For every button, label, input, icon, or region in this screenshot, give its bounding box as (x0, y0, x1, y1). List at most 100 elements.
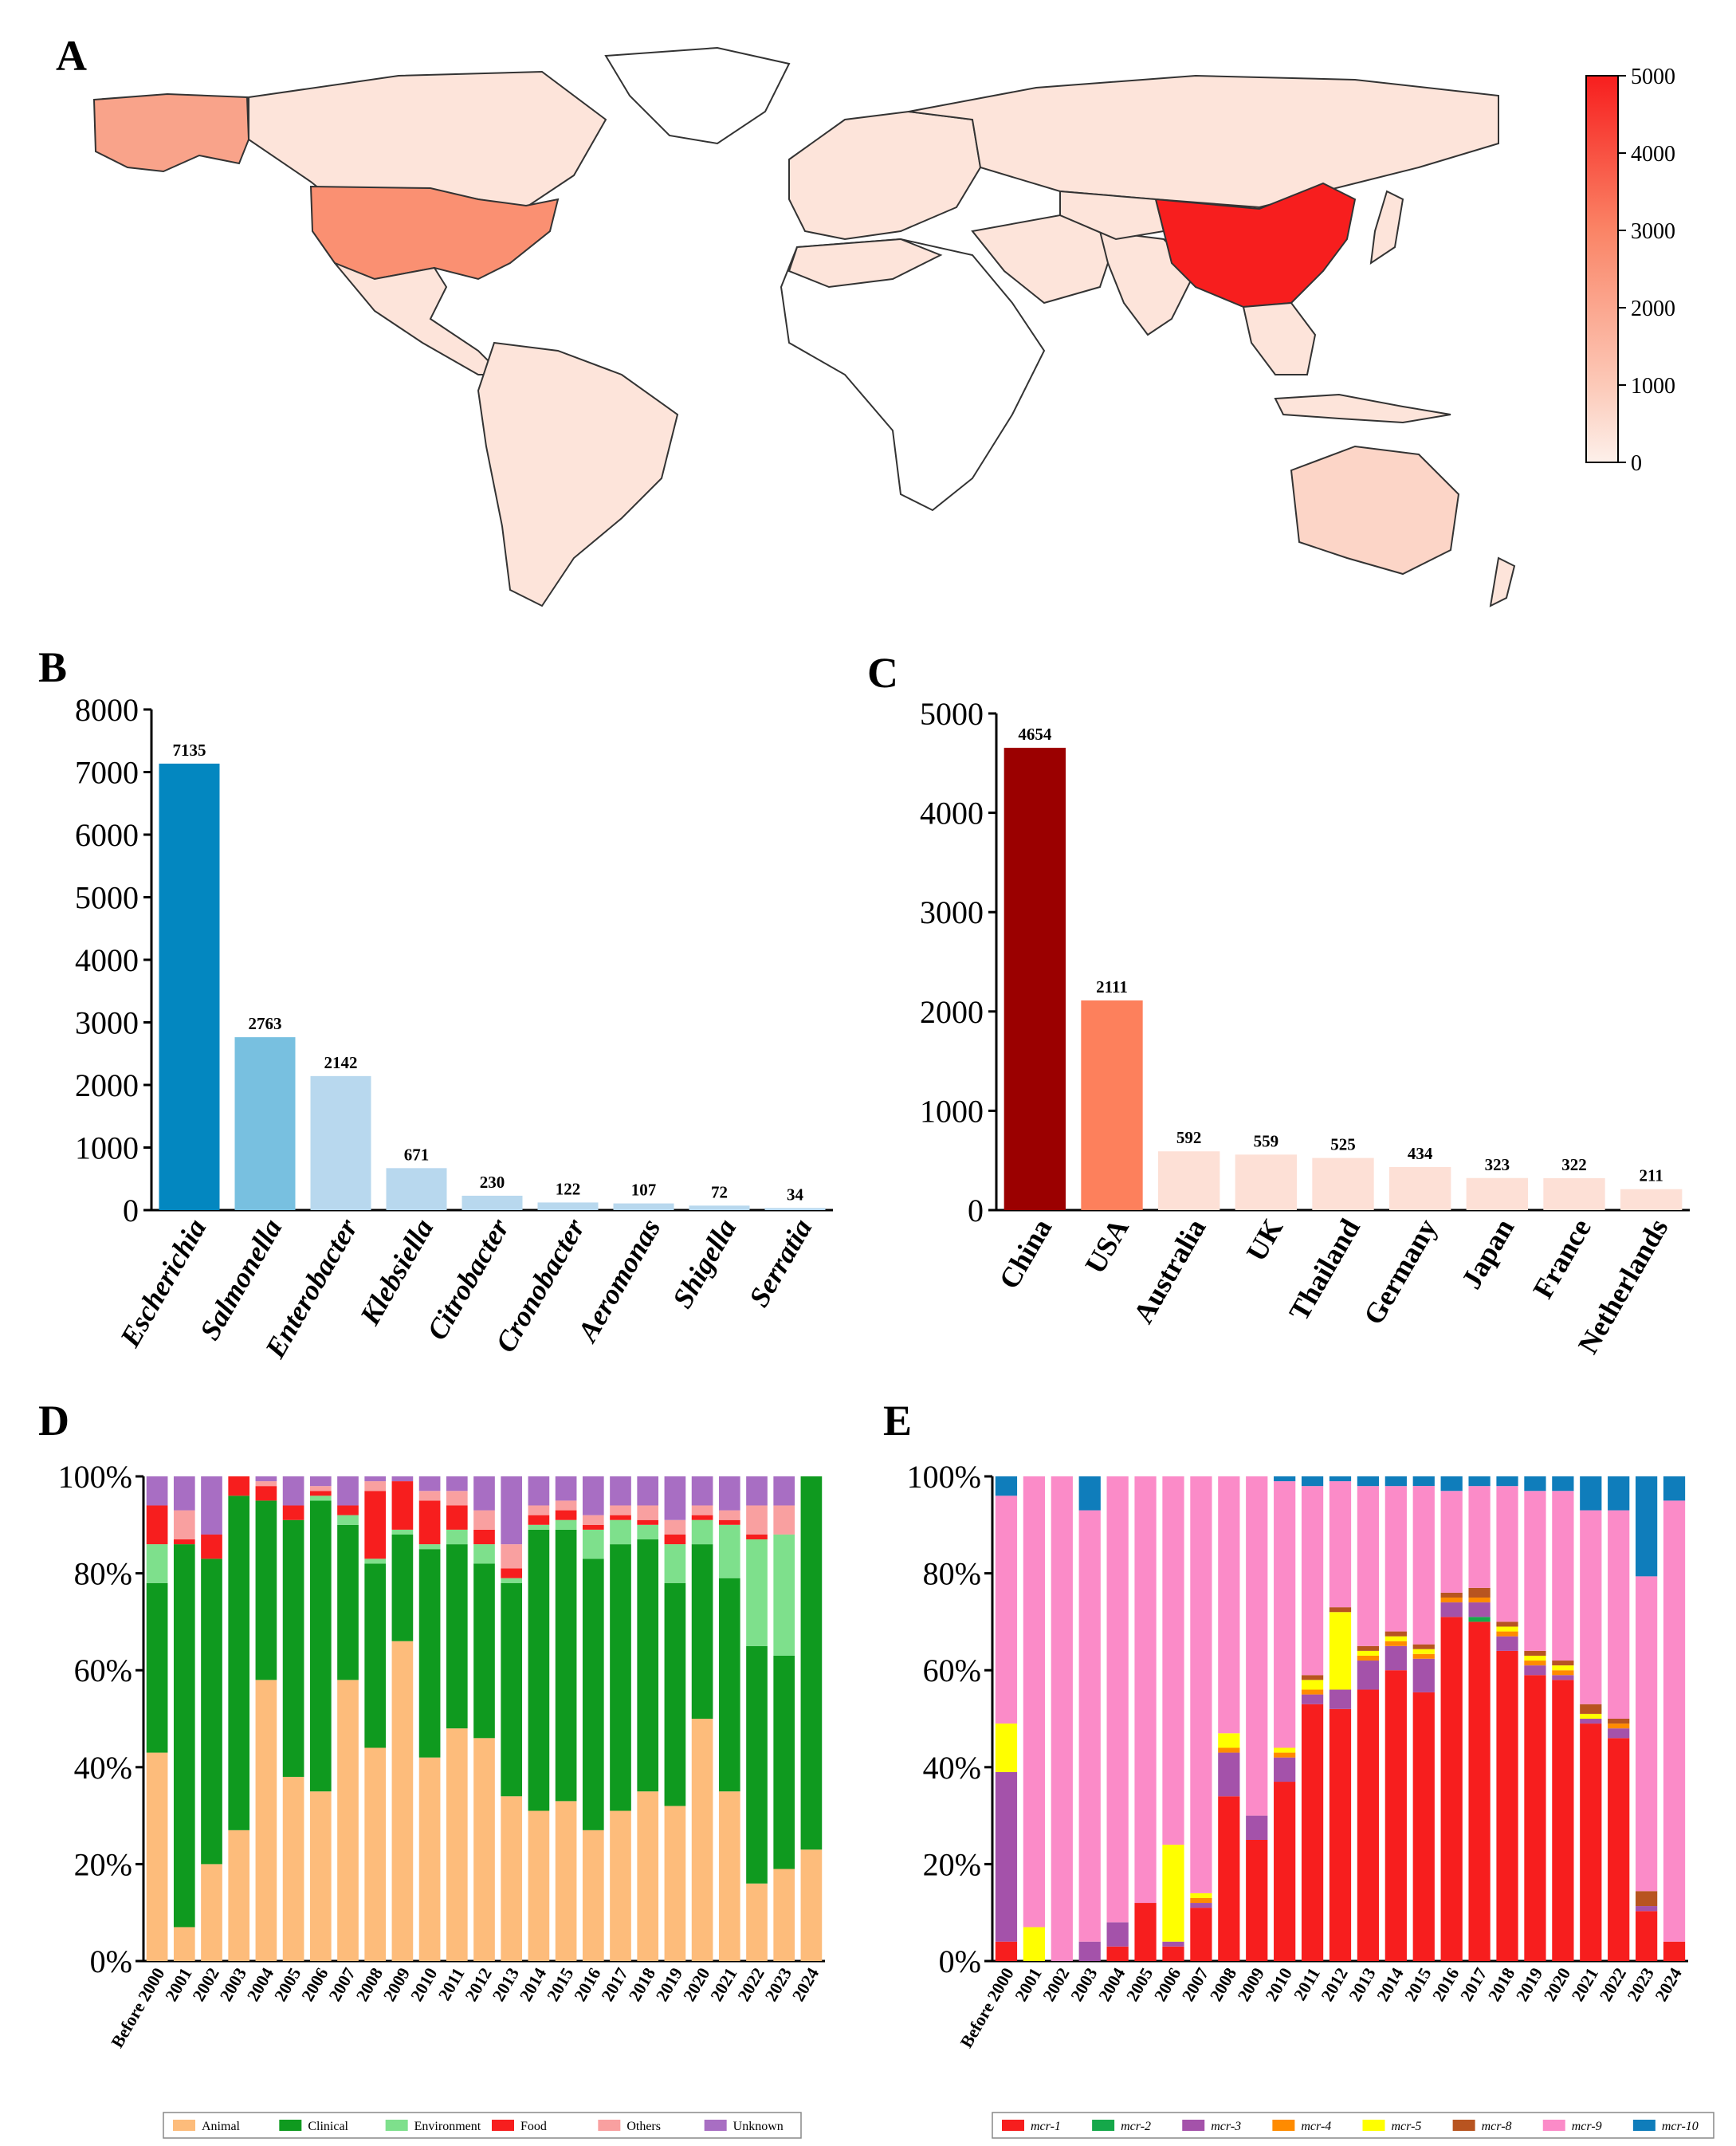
stacked-segment-environment (691, 1519, 713, 1545)
legend-label: mcr-10 (1662, 2120, 1699, 2133)
stacked-segment-unknown (201, 1476, 222, 1535)
stacked-segment-mcr-8 (1580, 1704, 1602, 1714)
y-tick-label: 100% (907, 1459, 981, 1495)
stacked-segment-food (637, 1519, 659, 1525)
stacked-segment-food (201, 1534, 222, 1559)
x-tick-label: 2013 (1345, 1964, 1380, 2005)
panel-letter-b: B (38, 643, 67, 691)
map-region-africa-north (787, 238, 943, 289)
stacked-segment-mcr-10 (1663, 1476, 1686, 1501)
stacked-segment-animal (691, 1719, 713, 1961)
stacked-segment-mcr-1 (1496, 1650, 1518, 1961)
stacked-segment-mcr-10 (1412, 1476, 1435, 1487)
stacked-segment-environment (664, 1544, 686, 1583)
stacked-segment-mcr-4 (1608, 1723, 1630, 1729)
y-tick-label: 100% (58, 1459, 132, 1495)
stacked-segment-mcr-4 (1412, 1653, 1435, 1659)
stacked-segment-mcr-5 (1162, 1845, 1184, 1942)
stacked-segment-others (773, 1505, 795, 1535)
stacked-segment-environment (773, 1534, 795, 1656)
stacked-segment-mcr-4 (1468, 1598, 1491, 1603)
x-tick-label: 2012 (461, 1964, 496, 2005)
stacked-segment-others (691, 1505, 713, 1515)
x-tick-label: 2002 (1039, 1964, 1074, 2005)
y-tick-label: 1000 (75, 1130, 139, 1166)
stacked-segment-unknown (255, 1476, 277, 1482)
legend-swatch (279, 2120, 302, 2131)
stacked-segment-mcr-9 (1552, 1491, 1574, 1661)
stacked-segment-environment (473, 1544, 495, 1564)
bar-value-label: 434 (1408, 1144, 1433, 1163)
stacked-segment-mcr-4 (1218, 1747, 1240, 1753)
x-tick-label: 2014 (516, 1964, 551, 2005)
stacked-segment-food (473, 1529, 495, 1545)
stacked-segment-unknown (528, 1476, 550, 1506)
map-region-canada (248, 70, 607, 209)
stacked-segment-mcr-4 (1384, 1641, 1407, 1646)
legend-swatch (173, 2120, 195, 2131)
stacked-segment-mcr-1 (1608, 1738, 1630, 1961)
legend-swatch (598, 2120, 621, 2131)
stacked-segment-clinical (391, 1534, 414, 1641)
stacked-segment-food (446, 1505, 468, 1530)
stacked-segment-clinical (173, 1544, 195, 1928)
stacked-segment-others (637, 1505, 659, 1520)
stacked-segment-food (364, 1491, 387, 1559)
x-tick-label: 2010 (407, 1964, 442, 2005)
stacked-segment-mcr-9 (1663, 1500, 1686, 1942)
stacked-segment-mcr-3 (1078, 1941, 1101, 1961)
stacked-segment-mcr-9 (1023, 1476, 1045, 1928)
y-tick-label: 0% (90, 1944, 132, 1979)
stacked-segment-environment (528, 1524, 550, 1530)
stacked-segment-clinical (582, 1558, 604, 1830)
legend-label: mcr-4 (1301, 2120, 1331, 2133)
panel-c-chart: 0 1000 2000 3000 4000 5000 4654 China 2111 USA 592… (920, 696, 1690, 1359)
stacked-segment-others (555, 1500, 577, 1511)
stacked-segment-mcr-9 (1608, 1510, 1630, 1719)
legend-swatch (1362, 2120, 1385, 2131)
stacked-segment-mcr-9 (995, 1496, 1018, 1724)
y-tick-label: 2000 (920, 994, 984, 1030)
bar-value-label: 2111 (1096, 977, 1128, 996)
stacked-segment-clinical (364, 1563, 387, 1748)
stacked-segment-unknown (718, 1476, 740, 1511)
stacked-segment-mcr-10 (1524, 1476, 1546, 1492)
bar (234, 1037, 296, 1210)
stacked-segment-others (664, 1519, 686, 1535)
stacked-segment-clinical (555, 1529, 577, 1802)
stacked-segment-food (528, 1515, 550, 1525)
bar-value-label: 559 (1254, 1131, 1279, 1150)
stacked-segment-clinical (201, 1558, 222, 1865)
stacked-segment-mcr-5 (1524, 1655, 1546, 1661)
legend-swatch (1542, 2120, 1565, 2131)
panel-b-chart: 0100020003000400050006000700080007135Esc… (75, 692, 833, 1364)
x-tick-label: 2021 (1567, 1964, 1602, 2005)
y-tick-label: 1000 (920, 1093, 984, 1129)
x-tick-label: 2023 (760, 1964, 795, 2005)
x-tick-label: 2022 (733, 1964, 768, 2005)
stacked-segment-mcr-8 (1468, 1587, 1491, 1598)
stacked-segment-mcr-1 (1412, 1692, 1435, 1961)
colorbar-tick-label: 4000 (1631, 142, 1675, 167)
stacked-segment-animal (555, 1801, 577, 1961)
stacked-segment-others (446, 1491, 468, 1506)
legend-swatch (1002, 2120, 1024, 2131)
y-tick-label: 8000 (75, 692, 139, 728)
stacked-segment-clinical (418, 1549, 441, 1758)
legend-label: Food (520, 2120, 547, 2133)
stacked-segment-food (255, 1486, 277, 1501)
x-tick-label: 2003 (1066, 1964, 1102, 2005)
stacked-segment-food (582, 1524, 604, 1530)
stacked-segment-clinical (691, 1544, 713, 1719)
legend-label: Unknown (733, 2120, 784, 2133)
bar (613, 1203, 674, 1210)
stacked-segment-animal (664, 1806, 686, 1961)
stacked-segment-mcr-5 (1580, 1713, 1602, 1719)
stacked-segment-clinical (146, 1582, 168, 1753)
category-label: Australia (1127, 1213, 1212, 1329)
bar-value-label: 72 (711, 1182, 728, 1201)
stacked-segment-mcr-9 (1524, 1491, 1546, 1651)
stacked-segment-clinical (637, 1539, 659, 1792)
category-label: France (1526, 1213, 1597, 1304)
x-tick-label: 2006 (297, 1964, 332, 2005)
